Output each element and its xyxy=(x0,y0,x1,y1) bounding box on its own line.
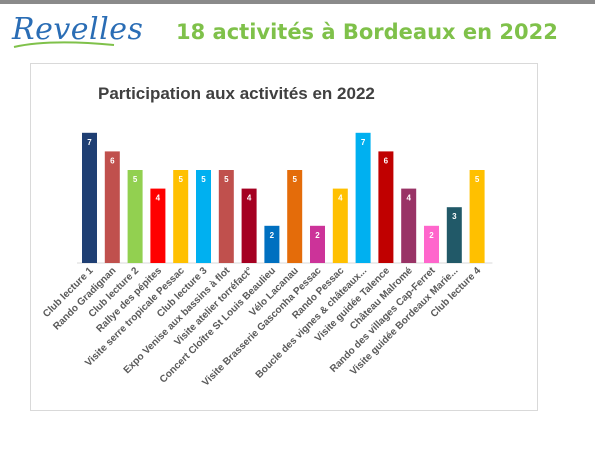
bar-value-label-6: 5 xyxy=(201,175,206,184)
bar-13 xyxy=(355,132,371,263)
bar-12 xyxy=(332,188,348,263)
bar-value-label-12: 4 xyxy=(338,194,343,203)
bar-value-label-13: 7 xyxy=(361,138,366,147)
slide-title: 18 activités à Bordeaux en 2022 xyxy=(176,20,558,44)
bar-16 xyxy=(424,225,439,263)
bar-7 xyxy=(218,170,234,263)
bar-chart: Participation aux activités en 2022 7 6 5 4… xyxy=(41,84,493,389)
bar-value-label-8: 4 xyxy=(247,194,252,203)
bar-4 xyxy=(150,188,166,263)
bar-2 xyxy=(104,151,120,263)
bar-value-label-16: 2 xyxy=(429,231,434,240)
bar-value-label-5: 5 xyxy=(178,175,183,184)
chart-frame: Participation aux activités en 2022 7 6 5 4… xyxy=(30,63,538,411)
logo-swoosh-icon xyxy=(13,41,115,48)
bar-value-label-18: 5 xyxy=(475,175,480,184)
bar-value-label-17: 3 xyxy=(452,212,457,221)
bar-11 xyxy=(310,225,325,263)
logo: Revelles xyxy=(12,12,143,47)
bar-8 xyxy=(241,188,257,263)
bar-14 xyxy=(378,151,394,263)
bar-value-label-10: 5 xyxy=(292,175,297,184)
bar-value-label-15: 4 xyxy=(406,194,411,203)
bar-18 xyxy=(469,170,485,263)
top-rule xyxy=(0,0,595,4)
bar-value-label-11: 2 xyxy=(315,231,320,240)
bar-value-label-9: 2 xyxy=(270,231,275,240)
bar-17 xyxy=(446,207,462,263)
bar-6 xyxy=(196,170,211,263)
bar-value-label-3: 5 xyxy=(133,175,138,184)
bar-value-label-2: 6 xyxy=(110,156,115,165)
bar-9 xyxy=(264,225,280,263)
bar-15 xyxy=(401,188,417,263)
bar-3 xyxy=(127,170,143,263)
bar-value-label-4: 4 xyxy=(156,194,161,203)
bar-value-label-7: 5 xyxy=(224,175,229,184)
logo-text: Revelles xyxy=(12,12,144,47)
bar-1 xyxy=(82,132,97,263)
bar-5 xyxy=(173,170,189,263)
bar-10 xyxy=(287,170,303,263)
bar-value-label-14: 6 xyxy=(384,156,389,165)
bar-value-label-1: 7 xyxy=(87,138,92,147)
chart-title: Participation aux activités en 2022 xyxy=(98,84,375,103)
